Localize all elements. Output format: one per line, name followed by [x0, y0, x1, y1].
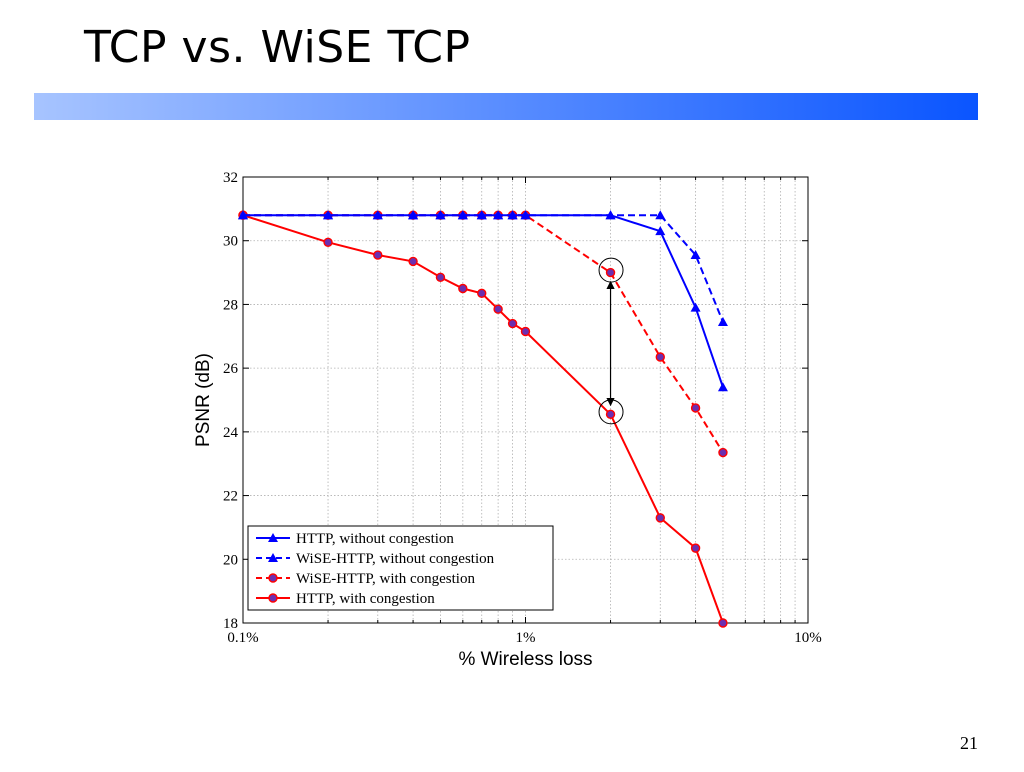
legend-marker [268, 553, 278, 562]
y-tick-label: 32 [223, 170, 238, 186]
y-tick-label: 20 [223, 552, 238, 568]
series-lines [238, 210, 728, 628]
y-tick-label: 22 [223, 489, 238, 505]
series-line [243, 214, 724, 454]
annotation [598, 257, 624, 425]
legend-label: WiSE-HTTP, with congestion [296, 571, 475, 587]
x-tick-label: 1% [516, 630, 536, 646]
y-axis-label: PSNR (dB) [193, 353, 214, 447]
data-point [520, 326, 531, 337]
data-point [605, 210, 616, 220]
y-tick-label: 30 [223, 234, 238, 250]
data-point [520, 210, 531, 220]
data-point [717, 382, 728, 392]
data-point [238, 210, 248, 220]
y-tick-label: 28 [223, 297, 238, 313]
data-point [408, 256, 418, 267]
data-point [507, 210, 518, 220]
series-2 [238, 210, 728, 458]
data-point [718, 618, 728, 628]
data-point [655, 352, 665, 362]
legend-box [247, 525, 554, 611]
legend-marker [268, 573, 278, 583]
highlight-circle [598, 257, 624, 283]
data-point [690, 250, 701, 260]
data-point [655, 226, 666, 236]
data-point [493, 304, 503, 314]
data-point [458, 283, 468, 294]
x-axis-label: % Wireless loss [458, 649, 592, 670]
data-point [655, 513, 665, 523]
data-point [373, 250, 383, 260]
x-tick-label: 10% [794, 630, 822, 646]
legend-marker [268, 593, 278, 603]
y-tick-label: 26 [223, 361, 239, 377]
data-point [493, 210, 504, 220]
axis-ticks: 18 20 22 24 26 28 30 32 0.1% 1% 10% [223, 170, 822, 646]
title-gradient-bar [34, 93, 978, 120]
data-point [717, 316, 728, 326]
data-point [408, 210, 419, 220]
data-point [655, 210, 666, 220]
data-point [435, 272, 446, 283]
series-line [243, 214, 724, 388]
data-point [718, 447, 728, 458]
legend-label: WiSE-HTTP, without congestion [296, 551, 495, 567]
series-1 [238, 210, 728, 326]
legend-label: HTTP, with congestion [296, 591, 435, 607]
data-point [605, 409, 616, 420]
data-point [457, 210, 468, 220]
data-point [605, 267, 616, 278]
data-point [372, 210, 383, 220]
data-point [435, 210, 446, 220]
data-point [323, 210, 334, 220]
series-0 [238, 210, 728, 392]
data-point [690, 403, 701, 413]
data-point [690, 543, 701, 553]
legend-marker [268, 533, 278, 542]
data-point [477, 288, 487, 298]
slide-title: TCP vs. WiSE TCP [84, 22, 471, 73]
data-point [476, 210, 487, 220]
series-line [242, 214, 724, 624]
data-point [690, 302, 701, 312]
page-number: 21 [960, 733, 978, 753]
y-tick-label: 24 [223, 425, 239, 441]
legend-label: HTTP, without congestion [296, 531, 454, 547]
highlight-circle [598, 399, 624, 425]
legend: HTTP, without congestion WiSE-HTTP, witho… [247, 525, 554, 611]
data-point [323, 237, 333, 248]
data-point [507, 318, 518, 329]
y-tick-label: 18 [223, 616, 238, 632]
x-tick-label: 0.1% [227, 630, 258, 646]
series-line [243, 214, 724, 323]
